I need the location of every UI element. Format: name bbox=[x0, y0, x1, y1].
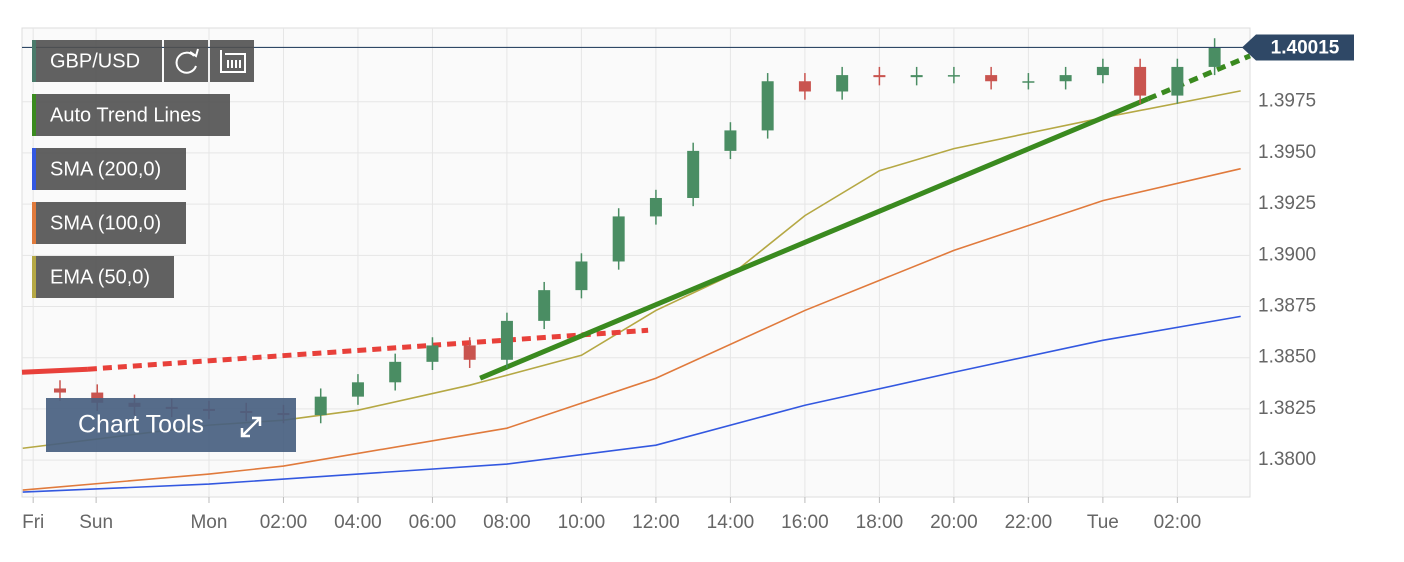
x-tick-label: 22:00 bbox=[1005, 512, 1053, 533]
indicator-button-bg bbox=[32, 256, 174, 298]
indicator-button-stripe bbox=[32, 148, 36, 190]
x-tick-label: Fri bbox=[22, 512, 44, 533]
indicator-button-label: EMA (50,0) bbox=[50, 266, 150, 288]
x-tick-label: 08:00 bbox=[483, 512, 531, 533]
overlay: 1.40015 GBP/USD Auto Trend Lines SMA (200,0… bbox=[22, 34, 1354, 452]
candle-body bbox=[687, 150, 700, 198]
y-tick-label: 1.3925 bbox=[1258, 193, 1316, 214]
candle-body bbox=[1134, 66, 1147, 96]
candle-body bbox=[91, 392, 104, 403]
x-tick-label: 12:00 bbox=[632, 512, 680, 533]
refresh-icon bbox=[175, 51, 197, 74]
candle-body bbox=[873, 75, 886, 78]
indicator-button-label: SMA (100,0) bbox=[50, 212, 161, 234]
trend-line bbox=[479, 96, 1149, 381]
candle-body bbox=[538, 290, 551, 321]
indicator-button-stripe bbox=[32, 256, 36, 298]
indicator-button-bg bbox=[32, 202, 186, 244]
candle-body bbox=[426, 345, 439, 362]
refresh-arrow bbox=[189, 48, 199, 58]
last-price-tag bbox=[1242, 34, 1354, 61]
x-tick-label: 06:00 bbox=[409, 512, 457, 533]
symbol-button-stripe bbox=[32, 40, 36, 82]
x-tick-label: 02:00 bbox=[260, 512, 308, 533]
indicator-button-label: SMA (200,0) bbox=[50, 158, 161, 180]
indicator-button[interactable]: SMA (100,0) bbox=[32, 202, 186, 244]
refresh-button[interactable] bbox=[164, 40, 208, 82]
candle-body bbox=[836, 75, 849, 92]
candle-body bbox=[612, 216, 625, 262]
trend-line bbox=[21, 366, 89, 375]
candle-body bbox=[724, 130, 737, 151]
refresh-bg bbox=[164, 40, 208, 82]
calendar-button[interactable] bbox=[210, 40, 254, 82]
candle-body bbox=[1208, 47, 1221, 67]
indicator-button-bg bbox=[32, 148, 186, 190]
x-tick-label: 14:00 bbox=[707, 512, 755, 533]
indicator-button-stripe bbox=[32, 202, 36, 244]
y-tick-label: 1.3975 bbox=[1258, 91, 1316, 112]
y-tick-label: 1.3950 bbox=[1258, 142, 1316, 163]
last-price-label: 1.40015 bbox=[1271, 37, 1340, 58]
y-tick-label: 1.3875 bbox=[1258, 296, 1316, 317]
candle-body bbox=[985, 75, 998, 82]
x-tick-label: 18:00 bbox=[856, 512, 904, 533]
x-tick-label: 10:00 bbox=[558, 512, 606, 533]
symbol-button-bg bbox=[32, 40, 162, 82]
x-tick-label: 16:00 bbox=[781, 512, 829, 533]
candle-body bbox=[463, 345, 476, 360]
symbol-button-label: GBP/USD bbox=[50, 50, 140, 72]
trend-lines-button-bg bbox=[32, 94, 230, 136]
indicator-line bbox=[22, 315, 1241, 493]
trend-line bbox=[87, 327, 649, 372]
candle-body bbox=[351, 382, 364, 397]
indicator-button[interactable]: EMA (50,0) bbox=[32, 256, 174, 298]
y-tick-label: 1.3800 bbox=[1258, 449, 1316, 470]
candle-body bbox=[389, 361, 402, 383]
candle-body bbox=[910, 75, 923, 78]
candle-body bbox=[761, 81, 774, 131]
trend-line bbox=[1146, 53, 1251, 102]
x-tick-label: 04:00 bbox=[334, 512, 382, 533]
trend-lines-button-stripe bbox=[32, 94, 36, 136]
candle-body bbox=[500, 320, 513, 360]
indicator-button[interactable]: SMA (200,0) bbox=[32, 148, 186, 190]
y-tick-label: 1.3825 bbox=[1258, 398, 1316, 419]
chart-tools-button[interactable]: Chart Tools bbox=[46, 398, 296, 452]
candle-body bbox=[53, 388, 66, 393]
candle-body bbox=[798, 81, 811, 92]
x-tick-label: Tue bbox=[1087, 512, 1119, 533]
calendar-icon bbox=[220, 50, 246, 73]
candle-body bbox=[1059, 75, 1072, 82]
candle-body bbox=[314, 396, 327, 416]
candle-body bbox=[1096, 66, 1109, 76]
candle-body bbox=[1171, 66, 1184, 96]
trend-lines-button-label: Auto Trend Lines bbox=[50, 104, 201, 126]
trend-lines-button[interactable]: Auto Trend Lines bbox=[32, 94, 230, 136]
y-tick-label: 1.3850 bbox=[1258, 347, 1316, 368]
x-tick-label: Mon bbox=[190, 512, 227, 533]
x-tick-label: 20:00 bbox=[930, 512, 978, 533]
candle-body bbox=[947, 75, 960, 77]
indicator-line bbox=[22, 167, 1241, 491]
x-tick-label: 02:00 bbox=[1154, 512, 1202, 533]
y-tick-label: 1.3900 bbox=[1258, 244, 1316, 265]
expand-icon bbox=[240, 416, 262, 438]
candle-body bbox=[575, 261, 588, 291]
candle-body bbox=[649, 197, 662, 217]
symbol-button[interactable]: GBP/USD bbox=[32, 40, 162, 82]
x-tick-label: Sun bbox=[79, 512, 113, 533]
chart-tools-label: Chart Tools bbox=[78, 411, 204, 439]
candle-body bbox=[1022, 81, 1035, 83]
